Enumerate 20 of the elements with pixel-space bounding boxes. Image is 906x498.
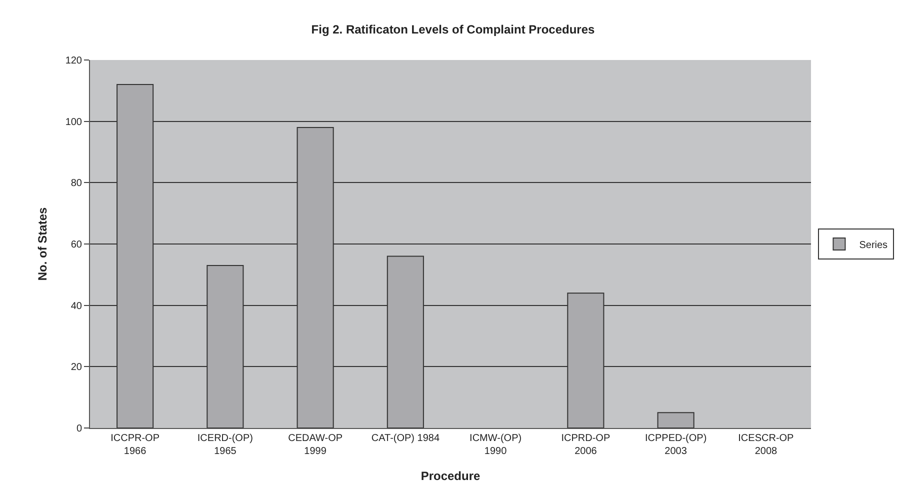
y-tick-label: 120 [65,56,82,66]
legend-label: Series [859,240,888,251]
x-tick-label: ICPRD-OP 2006 [561,433,610,457]
chart-title: Fig 2. Ratificaton Levels of Complaint Procedures [311,22,596,36]
y-tick-label: 0 [76,424,82,434]
y-tick-label: 40 [70,300,82,312]
x-tick-label: ICESCR-OP 2008 [738,433,794,457]
y-axis-title: No. of States [36,207,50,281]
x-tick-label: CEDAW-OP 1999 [288,433,343,457]
bar [657,412,694,428]
x-tick-label: ICMW-(OP) 1990 [470,433,522,457]
x-tick-label: ICPPED-(OP) 2003 [644,433,707,457]
y-tick-label: 80 [70,178,82,190]
x-tick-label: ICCPR-OP 1966 [110,433,160,457]
x-axis-title: Procedure [420,468,480,483]
x-tick-label: ICERD-(OP) 1965 [197,433,253,457]
x-tick-label: CAT-(OP) 1984 [371,433,440,444]
y-tick-label: 20 [70,362,82,374]
y-tick-label: 60 [70,240,82,250]
y-tick-label: 100 [65,116,82,128]
